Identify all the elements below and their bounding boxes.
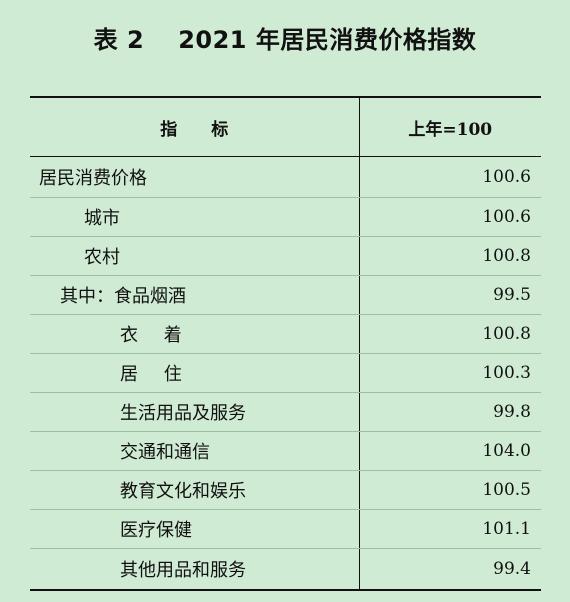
row-value: 99.5 <box>359 275 541 315</box>
row-value: 104.0 <box>359 431 541 471</box>
table-row: 居 住 100.3 <box>30 353 541 393</box>
table-row: 农村 100.8 <box>30 236 541 276</box>
table-number: 表 2 <box>93 26 145 54</box>
table-row: 交通和通信 104.0 <box>30 431 541 471</box>
table-row: 居民消费价格 100.6 <box>30 156 541 198</box>
table-title: 表 2 2021 年居民消费价格指数 <box>0 20 570 55</box>
row-label: 农村 <box>30 236 360 276</box>
cpi-table: 指 标 上年=100 居民消费价格 100.6 城市 100.6 农村 100.… <box>30 96 541 591</box>
row-label: 生活用品及服务 <box>30 392 360 432</box>
header-indicator: 指 标 <box>30 96 360 157</box>
row-label: 医疗保健 <box>30 509 360 549</box>
row-value: 100.3 <box>359 353 541 393</box>
row-value: 99.8 <box>359 392 541 432</box>
table-row: 其中：食品烟酒 99.5 <box>30 275 541 315</box>
row-label: 居 住 <box>30 353 360 393</box>
row-value: 101.1 <box>359 509 541 549</box>
row-label: 交通和通信 <box>30 431 360 471</box>
table-row: 医疗保健 101.1 <box>30 509 541 549</box>
table-header-row: 指 标 上年=100 <box>30 96 541 157</box>
header-base: 上年=100 <box>359 96 541 157</box>
table-row: 其他用品和服务 99.4 <box>30 548 541 591</box>
row-value: 100.6 <box>359 156 541 198</box>
row-label: 教育文化和娱乐 <box>30 470 360 510</box>
table-title-text: 2021 年居民消费价格指数 <box>178 26 477 54</box>
row-label: 居民消费价格 <box>30 156 360 198</box>
row-label: 其中：食品烟酒 <box>30 275 360 315</box>
table-row: 城市 100.6 <box>30 197 541 237</box>
row-label: 衣 着 <box>30 314 360 354</box>
row-value: 100.5 <box>359 470 541 510</box>
row-value: 100.8 <box>359 314 541 354</box>
table-row: 衣 着 100.8 <box>30 314 541 354</box>
row-value: 100.6 <box>359 197 541 237</box>
row-label: 其他用品和服务 <box>30 548 360 591</box>
row-value: 100.8 <box>359 236 541 276</box>
row-value: 99.4 <box>359 548 541 591</box>
row-label: 城市 <box>30 197 360 237</box>
table-row: 教育文化和娱乐 100.5 <box>30 470 541 510</box>
table-row: 生活用品及服务 99.8 <box>30 392 541 432</box>
